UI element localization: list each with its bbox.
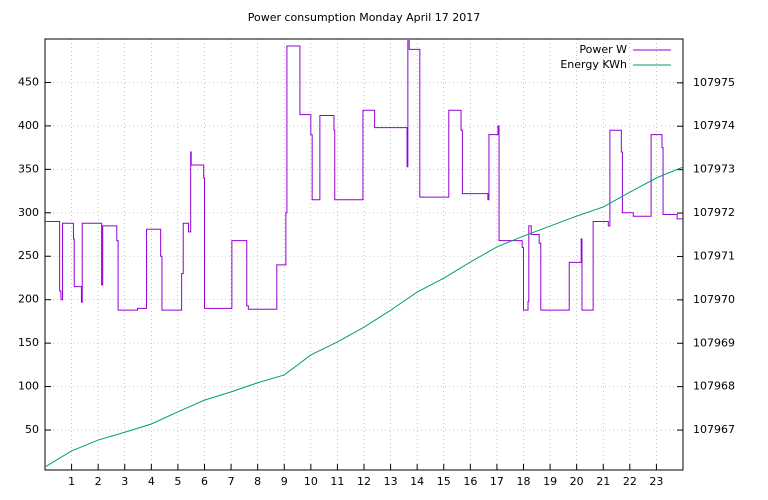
- y-tick-label: 300: [18, 206, 39, 219]
- x-tick-label: 11: [330, 475, 344, 488]
- chart-title: Power consumption Monday April 17 2017: [248, 11, 481, 24]
- x-tick-label: 14: [410, 475, 424, 488]
- x-tick-label: 2: [95, 475, 102, 488]
- series-line: [44, 166, 684, 468]
- x-tick-label: 16: [463, 475, 477, 488]
- y2-tick-label: 107969: [693, 336, 735, 349]
- y-tick-label: 200: [18, 293, 39, 306]
- y-tick-label: 100: [18, 380, 39, 393]
- legend-label: Power W: [579, 43, 627, 56]
- x-tick-label: 4: [148, 475, 155, 488]
- x-tick-label: 20: [570, 475, 584, 488]
- y-tick-label: 400: [18, 119, 39, 132]
- x-tick-label: 23: [649, 475, 663, 488]
- y2-tick-label: 107974: [693, 119, 735, 132]
- y2-tick-label: 107973: [693, 163, 735, 176]
- x-tick-label: 9: [281, 475, 288, 488]
- x-tick-label: 19: [543, 475, 557, 488]
- x-tick-label: 12: [357, 475, 371, 488]
- plot-frame: [44, 38, 684, 471]
- y2-tick-label: 107975: [693, 76, 735, 89]
- y2-tick-label: 107968: [693, 380, 735, 393]
- y2-tick-label: 107972: [693, 206, 735, 219]
- y-tick-label: 50: [25, 423, 39, 436]
- x-tick-label: 6: [201, 475, 208, 488]
- x-tick-label: 22: [623, 475, 637, 488]
- y2-tick-label: 107967: [693, 423, 735, 436]
- x-tick-label: 17: [490, 475, 504, 488]
- x-tick-label: 8: [254, 475, 261, 488]
- x-tick-label: 7: [228, 475, 235, 488]
- y-tick-label: 450: [18, 75, 39, 88]
- x-tick-label: 21: [596, 475, 610, 488]
- x-tick-label: 18: [517, 475, 531, 488]
- x-tick-label: 13: [384, 475, 398, 488]
- x-tick-label: 1: [68, 475, 75, 488]
- x-tick-label: 5: [174, 475, 181, 488]
- x-tick-label: 10: [304, 475, 318, 488]
- y-tick-label: 250: [18, 249, 39, 262]
- y-tick-label: 350: [18, 162, 39, 175]
- y2-tick-label: 107970: [693, 293, 735, 306]
- x-tick-label: 15: [437, 475, 451, 488]
- x-tick-label: 3: [121, 475, 128, 488]
- y-tick-label: 150: [18, 336, 39, 349]
- legend-label: Energy KWh: [560, 58, 627, 71]
- series-line: [45, 40, 683, 311]
- y2-tick-label: 107971: [693, 249, 735, 262]
